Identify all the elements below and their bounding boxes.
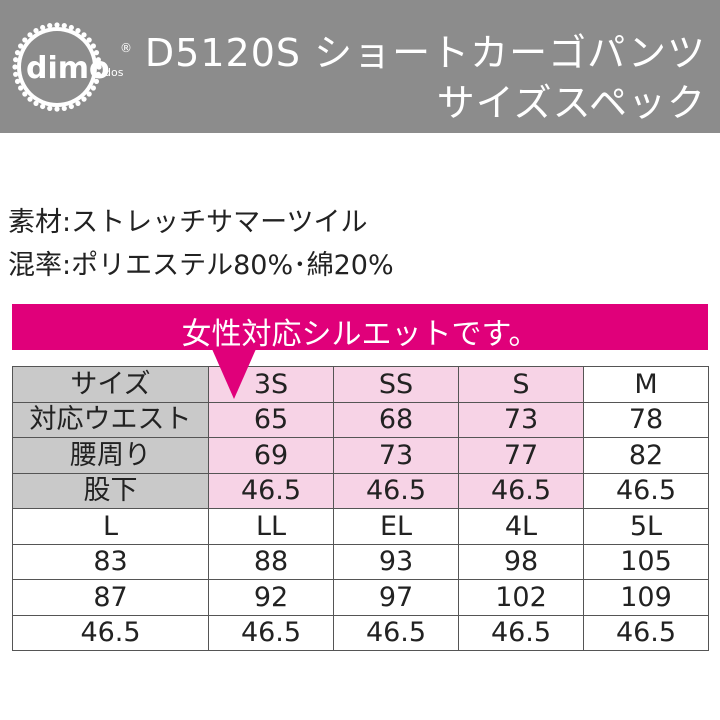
table-row: 対応ウエスト 65 68 73 78 — [12, 401, 709, 438]
table-cell: 46.5 — [458, 472, 584, 509]
table-cell: 102 — [458, 579, 584, 616]
table-cell: L — [12, 508, 209, 545]
gear-tooth — [18, 43, 24, 49]
table-row: 83 88 93 98 105 — [12, 543, 709, 580]
table-cell: 46.5 — [583, 614, 709, 651]
gear-tooth — [13, 71, 19, 77]
gear-tooth — [75, 28, 81, 34]
gear-tooth — [22, 37, 28, 43]
table-cell: 46.5 — [333, 472, 459, 509]
gear-tooth — [81, 96, 87, 102]
header-bar: dimo ® dos D5120S ショートカーゴパンツ サイズスペック — [0, 0, 720, 133]
gear-tooth — [18, 85, 24, 91]
table-cell: 93 — [333, 543, 459, 580]
gear-tooth — [13, 57, 19, 63]
gear-tooth — [68, 24, 74, 31]
gear-tooth — [22, 91, 28, 97]
gear-tooth — [47, 105, 53, 111]
table-cell: 73 — [333, 437, 459, 474]
gear-tooth — [14, 50, 21, 56]
table-row: 腰周り 69 73 77 82 — [12, 437, 709, 474]
table-cell: 82 — [583, 437, 709, 474]
gear-tooth — [81, 32, 87, 38]
table-cell: 46.5 — [12, 614, 209, 651]
gear-tooth — [95, 71, 101, 77]
table-row: 股下 46.5 46.5 46.5 46.5 — [12, 472, 709, 509]
table-cell: 87 — [12, 579, 209, 616]
svg-text:®: ® — [120, 41, 132, 55]
gear-tooth — [12, 64, 18, 70]
logo-subtext: dos — [104, 66, 124, 79]
table-row: L LL EL 4L 5L — [12, 508, 709, 545]
gear-tooth — [54, 22, 60, 28]
table-cell: M — [583, 366, 709, 403]
gear-tooth — [27, 32, 33, 38]
banner-pointer-arrow — [212, 349, 256, 399]
table-cell: 83 — [12, 543, 209, 580]
gear-tooth — [40, 24, 46, 31]
gear-tooth — [54, 106, 60, 112]
table-cell: SS — [333, 366, 459, 403]
gear-tooth — [75, 100, 81, 106]
table-cell: 46.5 — [458, 614, 584, 651]
gear-tooth — [95, 57, 101, 63]
table-cell: 109 — [583, 579, 709, 616]
gear-tooth — [68, 103, 74, 110]
table-cell: 105 — [583, 543, 709, 580]
row-label-inseam: 股下 — [12, 472, 209, 509]
table-cell: 68 — [333, 401, 459, 438]
material-text: 素材:ストレッチサマーツイル — [8, 207, 368, 238]
table-cell: 77 — [458, 437, 584, 474]
gear-tooth — [96, 64, 102, 70]
table-cell: 46.5 — [583, 472, 709, 509]
table-cell: LL — [208, 508, 334, 545]
gear-tooth — [33, 28, 39, 34]
blend-text: 混率:ポリエステル80%･綿20% — [8, 250, 394, 281]
gear-tooth — [47, 23, 53, 29]
table-cell: 46.5 — [333, 614, 459, 651]
table-cell: 88 — [208, 543, 334, 580]
table-cell: 78 — [583, 401, 709, 438]
banner-text: 女性対応シルエットです。 — [181, 317, 539, 352]
product-title: D5120S ショートカーゴパンツ — [144, 31, 706, 75]
gear-tooth — [14, 78, 21, 84]
gear-tooth — [33, 100, 39, 106]
table-row: サイズ 3S SS S M — [12, 366, 709, 403]
table-row: 46.5 46.5 46.5 46.5 46.5 — [12, 614, 709, 651]
table-cell: 92 — [208, 579, 334, 616]
gear-tooth — [93, 50, 100, 56]
silhouette-banner: 女性対応シルエットです。 — [12, 304, 708, 352]
table-cell: 73 — [458, 401, 584, 438]
gear-tooth — [86, 37, 92, 43]
gear-tooth — [40, 103, 46, 110]
table-cell: S — [458, 366, 584, 403]
table-cell: EL — [333, 508, 459, 545]
table-cell: 46.5 — [208, 472, 334, 509]
gear-tooth — [86, 91, 92, 97]
table-cell: 98 — [458, 543, 584, 580]
logo-text: dimo — [26, 51, 110, 86]
gear-tooth — [61, 23, 67, 29]
gear-tooth — [90, 43, 96, 49]
table-row: 87 92 97 102 109 — [12, 579, 709, 616]
page-subtitle: サイズスペック — [436, 81, 706, 125]
table-cell: 69 — [208, 437, 334, 474]
row-label-size: サイズ — [12, 366, 209, 403]
dimo-logo: dimo ® dos — [12, 22, 132, 112]
table-cell: 5L — [583, 508, 709, 545]
table-cell: 65 — [208, 401, 334, 438]
row-label-waist: 対応ウエスト — [12, 401, 209, 438]
table-cell: 97 — [333, 579, 459, 616]
table-cell: 4L — [458, 508, 584, 545]
gear-tooth — [90, 85, 96, 91]
row-label-hip: 腰周り — [12, 437, 209, 474]
table-cell: 46.5 — [208, 614, 334, 651]
gear-tooth — [61, 105, 67, 111]
gear-tooth — [93, 78, 100, 84]
size-spec-table: サイズ 3S SS S M 対応ウエスト 65 68 73 78 腰周り 69 … — [12, 366, 709, 651]
gear-tooth — [27, 96, 33, 102]
